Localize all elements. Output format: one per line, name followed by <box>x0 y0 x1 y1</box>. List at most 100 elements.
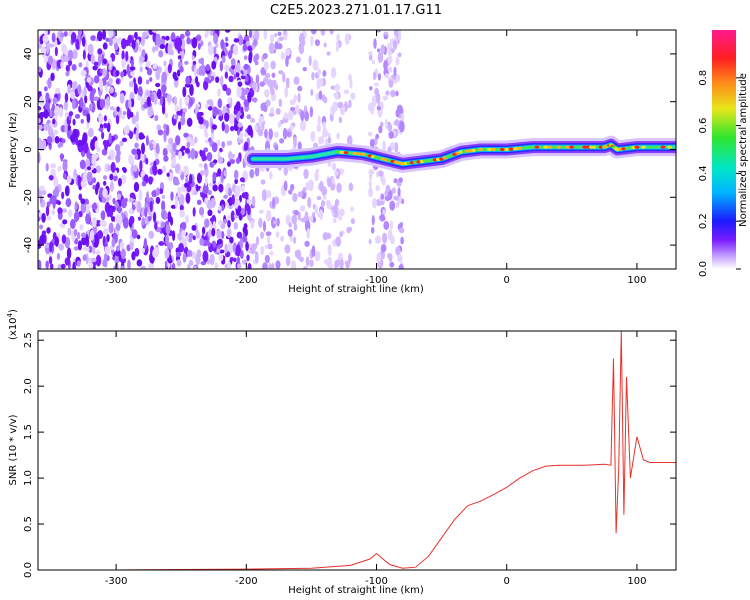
spectrogram-noise-cell <box>295 56 301 64</box>
spectrogram-noise-cell <box>142 103 149 109</box>
spectrogram-noise-cell <box>87 43 94 55</box>
spectrogram-noise-cell <box>235 101 241 112</box>
spectrogram-noise-cell <box>278 36 284 41</box>
spectrogram-noise-cell <box>297 191 303 198</box>
spectrogram-noise-cell <box>278 98 283 108</box>
spectrogram-noise-cell <box>247 125 253 136</box>
spectrogram-noise-cell <box>389 261 395 268</box>
spectrogram-noise-cell <box>113 42 119 51</box>
spectrogram-noise-cell <box>251 243 258 251</box>
colorbar-ticks: 0.0 0.2 0.4 0.6 0.8 <box>698 70 741 277</box>
spectrogram-noise-cell <box>152 248 159 259</box>
spectrogram-noise-cell <box>272 196 276 209</box>
spectrogram-noise-cell <box>141 180 147 187</box>
spectrogram-noise-cell <box>380 193 385 200</box>
spectrogram-noise-cell <box>163 60 167 67</box>
spectrogram-noise-cell <box>75 137 79 146</box>
spectrogram-hot-cell <box>512 147 518 151</box>
spectrogram-noise-cell <box>54 46 58 57</box>
spectrogram-noise-cell <box>39 224 44 230</box>
spectrogram-noise-cell <box>52 118 56 125</box>
spectrogram-noise-cell <box>117 36 123 45</box>
spectrogram-noise-cell <box>114 144 121 152</box>
spectrogram-noise-cell <box>53 129 59 136</box>
spectrogram-noise-cell <box>310 88 314 96</box>
spectrogram-noise-cell <box>395 56 400 66</box>
spectrogram-noise-cell <box>330 105 335 116</box>
spectrogram-noise-cell <box>193 66 198 77</box>
spectrogram-noise-cell <box>100 210 106 221</box>
spectrogram-noise-cell <box>230 58 236 66</box>
spectrogram-noise-cell <box>64 123 68 134</box>
spectrogram-noise-cell <box>184 30 191 37</box>
spectrogram-noise-cell <box>142 31 149 38</box>
spectrogram-noise-cell <box>80 232 87 238</box>
spectrogram-noise-cell <box>154 221 158 231</box>
spectrogram-noise-cell <box>200 57 205 65</box>
spectrogram-noise-cell <box>302 187 307 193</box>
spectrogram-noise-cell <box>265 99 271 107</box>
spectrogram-noise-cell <box>137 86 143 98</box>
spectrogram-noise-cell <box>211 124 217 130</box>
spectrogram-noise-cell <box>128 111 134 118</box>
spectrogram-noise-cell <box>322 127 328 138</box>
spectrogram-noise-cell <box>314 39 320 47</box>
spectrogram-noise-cell <box>291 214 298 225</box>
spectrogram-noise-cell <box>190 148 196 160</box>
spectrogram-noise-cell <box>279 138 285 144</box>
spectrogram-noise-cell <box>206 63 210 72</box>
spectrogram-noise-cell <box>148 262 153 269</box>
spectrogram-noise-cell <box>226 140 233 146</box>
spectrogram-noise-cell <box>240 207 245 216</box>
spectrogram-noise-cell <box>120 248 126 260</box>
spectrogram-noise-cell <box>237 81 243 87</box>
spectrogram-noise-cell <box>282 127 288 140</box>
spectrogram-noise-cell <box>236 85 242 98</box>
colorbar-gradient <box>712 30 736 269</box>
spectrogram-noise-cell <box>128 208 133 214</box>
spectrogram-noise-cell <box>227 97 231 104</box>
spectrogram-noise-cell <box>379 213 386 222</box>
spectrogram-hot-cell <box>556 145 562 149</box>
spectrogram-noise-cell <box>164 112 169 119</box>
spectrogram-noise-cell <box>67 83 71 94</box>
spectrogram-noise-cell <box>95 254 102 267</box>
spectrogram-noise-cell <box>243 132 249 138</box>
spectrogram-noise-cell <box>154 114 159 122</box>
spectrogram-noise-cell <box>71 63 77 71</box>
spectrogram-noise-cell <box>62 219 68 225</box>
spectrogram-noise-cell <box>51 32 56 43</box>
spectrogram-noise-cell <box>395 109 400 118</box>
spectrogram-noise-cell <box>376 252 382 263</box>
spectrogram-noise-cell <box>73 246 80 251</box>
spectrogram-noise-cell <box>177 55 182 60</box>
spectrogram-noise-cell <box>205 30 209 37</box>
spectrogram-noise-cell <box>92 65 98 71</box>
spectrogram-noise-cell <box>177 186 182 198</box>
spectrogram-noise-cell <box>252 38 258 47</box>
spectrogram-noise-cell <box>311 71 315 81</box>
spectrogram-noise-cell <box>327 177 331 188</box>
spectrogram-noise-cell <box>336 132 341 140</box>
spectrogram-noise-cell <box>227 228 232 238</box>
spectrogram-noise-cell <box>64 257 71 266</box>
spectrogram-noise-cell <box>229 236 234 244</box>
spectrogram-noise-cell <box>80 119 84 124</box>
spectrogram-noise-cell <box>245 75 249 83</box>
spectrogram-noise-cell <box>96 181 100 190</box>
spectrogram-noise-cell <box>45 162 49 172</box>
spectrogram-noise-cell <box>306 228 310 240</box>
spectrogram-noise-cell <box>119 92 125 104</box>
spectrogram-noise-cell <box>130 71 135 77</box>
spectrogram-noise-cell <box>397 52 402 58</box>
spectrogram-noise-cell <box>310 35 314 47</box>
spectrogram-noise-cell <box>77 240 83 251</box>
spectrogram-noise-cell <box>243 141 249 151</box>
spectrogram-noise-cell <box>286 131 291 137</box>
spectrogram-noise-cell <box>378 200 385 206</box>
spectrogram-noise-cell <box>109 173 114 181</box>
spectrogram-noise-cell <box>105 196 110 202</box>
spectrogram-noise-cell <box>265 190 272 199</box>
spectrogram-noise-cell <box>183 165 189 176</box>
spectrogram-noise-cell <box>314 170 319 182</box>
